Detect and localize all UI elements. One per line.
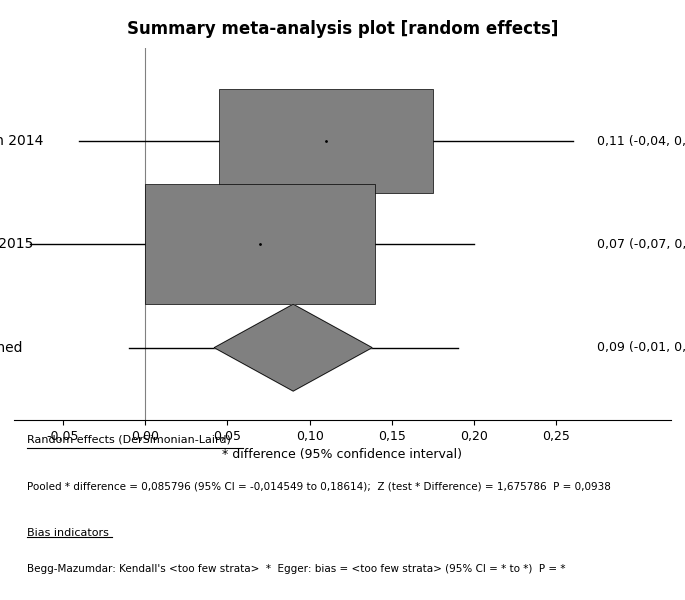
Text: Bias indicators: Bias indicators bbox=[27, 528, 110, 538]
Text: 0,07 (-0,07, 0,20): 0,07 (-0,07, 0,20) bbox=[597, 238, 685, 251]
Text: combined: combined bbox=[0, 341, 23, 355]
Polygon shape bbox=[214, 304, 372, 391]
Text: Payer 2015: Payer 2015 bbox=[0, 238, 33, 251]
Bar bbox=[219, 89, 433, 193]
Text: Random effects (DerSimonian-Laird): Random effects (DerSimonian-Laird) bbox=[27, 434, 232, 445]
Text: Pooled * difference = 0,085796 (95% CI = -0,014549 to 0,18614);  Z (test * Diffe: Pooled * difference = 0,085796 (95% CI =… bbox=[27, 481, 611, 491]
Text: Osman 2014: Osman 2014 bbox=[0, 134, 43, 148]
Title: Summary meta-analysis plot [random effects]: Summary meta-analysis plot [random effec… bbox=[127, 20, 558, 38]
X-axis label: * difference (95% confidence interval): * difference (95% confidence interval) bbox=[223, 448, 462, 461]
Text: 0,11 (-0,04, 0,26): 0,11 (-0,04, 0,26) bbox=[597, 134, 685, 148]
Bar bbox=[145, 184, 375, 304]
Text: Begg-Mazumdar: Kendall's <too few strata>  *  Egger: bias = <too few strata> (95: Begg-Mazumdar: Kendall's <too few strata… bbox=[27, 564, 566, 574]
Text: 0,09 (-0,01, 0,19): 0,09 (-0,01, 0,19) bbox=[597, 341, 685, 354]
